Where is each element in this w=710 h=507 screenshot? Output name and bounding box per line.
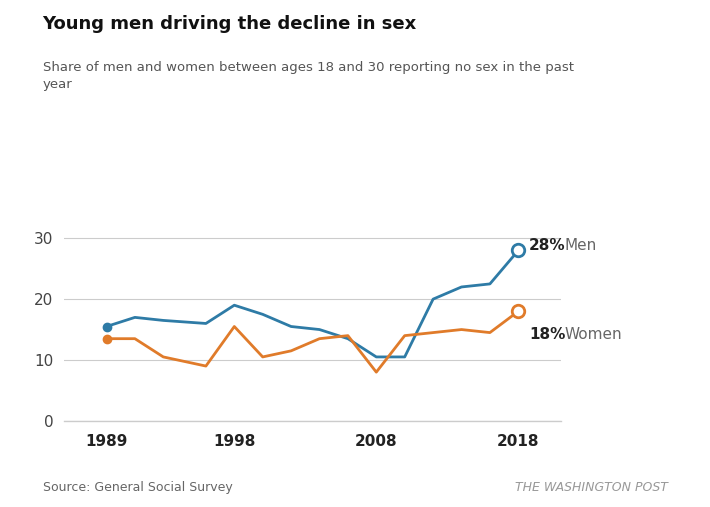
Text: THE WASHINGTON POST: THE WASHINGTON POST bbox=[515, 481, 667, 494]
Text: Share of men and women between ages 18 and 30 reporting no sex in the past
year: Share of men and women between ages 18 a… bbox=[43, 61, 574, 91]
Text: Young men driving the decline in sex: Young men driving the decline in sex bbox=[43, 15, 417, 33]
Text: Source: General Social Survey: Source: General Social Survey bbox=[43, 481, 232, 494]
Text: 28%: 28% bbox=[529, 238, 566, 253]
Text: 18%: 18% bbox=[529, 327, 565, 342]
Text: Men: Men bbox=[564, 238, 596, 253]
Text: Women: Women bbox=[564, 327, 622, 342]
